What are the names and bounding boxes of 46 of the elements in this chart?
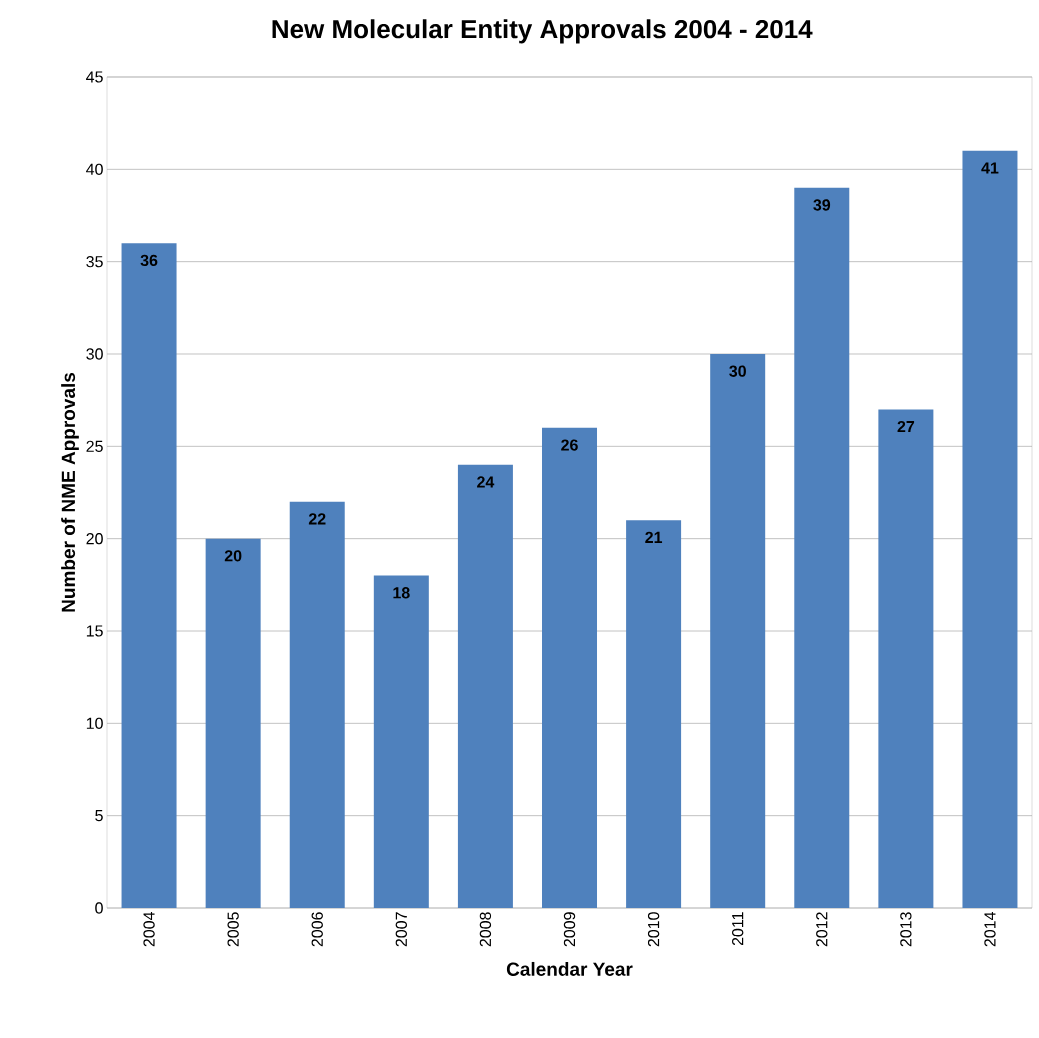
y-tick-label: 40 — [86, 163, 103, 175]
data-label: 24 — [477, 476, 495, 488]
x-tick-label: 2008 — [479, 912, 492, 947]
y-tick-label: 5 — [95, 810, 103, 822]
x-tick-label: 2007 — [395, 912, 407, 947]
data-label: 20 — [224, 550, 242, 562]
bar — [710, 354, 766, 908]
data-label: 36 — [140, 254, 158, 267]
y-axis-title: Number of NME Approvals — [61, 372, 79, 612]
data-label: 41 — [981, 162, 999, 174]
x-tick-label: 2009 — [563, 912, 576, 947]
data-label: 39 — [813, 199, 831, 211]
y-tick-label: 0 — [95, 902, 103, 914]
x-tick-label: 2010 — [647, 912, 660, 947]
x-tick-label: 2013 — [900, 912, 912, 947]
data-label: 27 — [897, 420, 915, 433]
data-label: 30 — [729, 365, 746, 377]
y-tick-label: 25 — [86, 440, 103, 452]
x-tick-label: 2005 — [227, 912, 239, 947]
bar — [373, 575, 429, 908]
bar — [962, 150, 1018, 908]
bar — [794, 187, 850, 908]
x-tick-label: 2012 — [816, 912, 828, 947]
chart-title: New Molecular Entity Approvals 2004 - 2014 — [272, 19, 813, 44]
bar — [542, 427, 598, 908]
bar — [205, 538, 261, 908]
bar — [289, 501, 345, 908]
data-label: 21 — [645, 531, 663, 543]
x-tick-label: 2014 — [984, 911, 996, 947]
bar — [457, 464, 513, 908]
data-label: 26 — [561, 439, 578, 451]
y-tick-label: 20 — [86, 533, 103, 545]
y-tick-label: 30 — [86, 348, 103, 360]
y-tick-label: 10 — [86, 717, 103, 729]
bar — [626, 520, 682, 908]
y-tick-label: 15 — [86, 625, 103, 637]
bar — [878, 409, 934, 908]
y-tick-label: 35 — [86, 256, 103, 268]
bar — [121, 243, 177, 908]
data-label: 22 — [308, 513, 326, 525]
x-tick-label: 2011 — [732, 912, 744, 946]
x-axis-title: Calendar Year — [506, 961, 633, 976]
x-tick-label: 2006 — [311, 912, 323, 947]
x-tick-label: 2004 — [143, 911, 155, 947]
y-tick-label: 45 — [86, 71, 103, 83]
data-label: 18 — [393, 587, 410, 599]
